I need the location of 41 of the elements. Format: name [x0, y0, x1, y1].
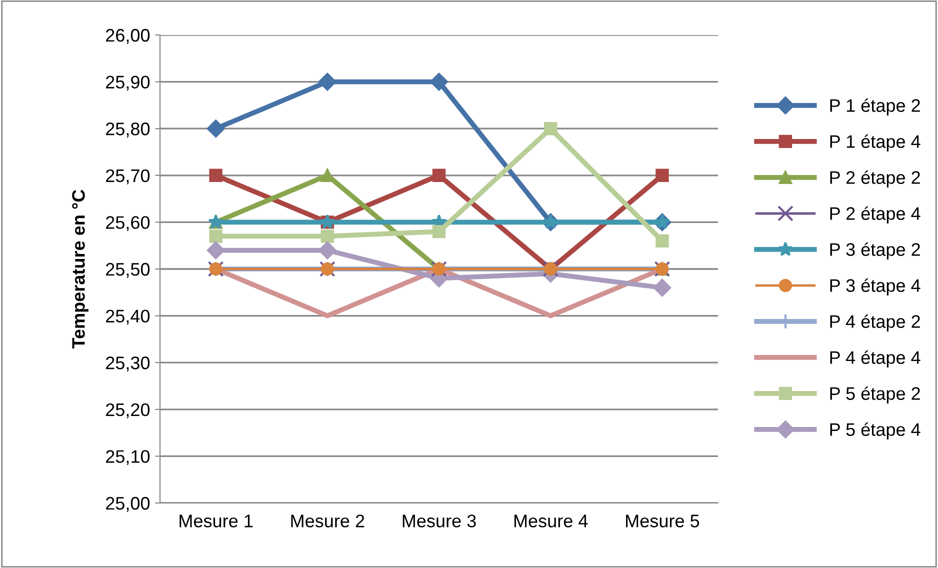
legend-label: P 3 étape 4 [830, 278, 920, 296]
y-tick-label: 25,50 [106, 262, 150, 278]
legend-label: P 1 étape 2 [830, 98, 920, 116]
point [656, 234, 669, 248]
y-tick-label: 25,20 [106, 403, 150, 418]
x-tick-label: Mesure 4 [514, 514, 588, 528]
point [432, 168, 446, 182]
point [432, 224, 446, 238]
x-tick-label: Mesure 5 [626, 514, 700, 528]
point [206, 241, 225, 260]
y-tick-label: 26,00 [106, 28, 150, 44]
legend-label: P 2 étape 4 [830, 206, 920, 224]
legend-label: P 5 étape 4 [830, 422, 920, 440]
x-tick-label: Mesure 3 [402, 514, 476, 528]
y-tick-label: 25,70 [106, 169, 150, 184]
y-tick-label: 25,60 [106, 216, 150, 232]
y-tick-label: 25,90 [106, 76, 150, 91]
legend-label: P 5 étape 2 [830, 386, 920, 404]
point [318, 241, 336, 260]
legend-label: P 3 étape 2 [830, 242, 920, 260]
x-tick-label: Mesure 1 [180, 514, 253, 528]
y-tick-label: 25,00 [106, 496, 150, 512]
legend-label: P 2 étape 2 [830, 170, 920, 188]
y-axis-title: Temperature en °C [72, 190, 88, 348]
y-tick-label: 25,80 [106, 122, 150, 138]
point [206, 120, 225, 138]
y-tick-label: 25,10 [106, 450, 150, 466]
legend-label: P 4 étape 2 [830, 314, 920, 332]
point [430, 72, 448, 91]
point [209, 230, 222, 243]
y-tick-label: 25,30 [106, 356, 150, 372]
y-tick-label: 25,40 [106, 310, 150, 325]
legend-label: P 4 étape 4 [830, 350, 920, 368]
point [209, 168, 222, 182]
point [544, 122, 558, 136]
x-tick-label: Mesure 2 [291, 514, 364, 528]
point [656, 168, 669, 182]
point [318, 72, 336, 91]
point [653, 278, 672, 297]
legend-label: P 1 étape 4 [830, 134, 920, 152]
point [320, 230, 334, 243]
